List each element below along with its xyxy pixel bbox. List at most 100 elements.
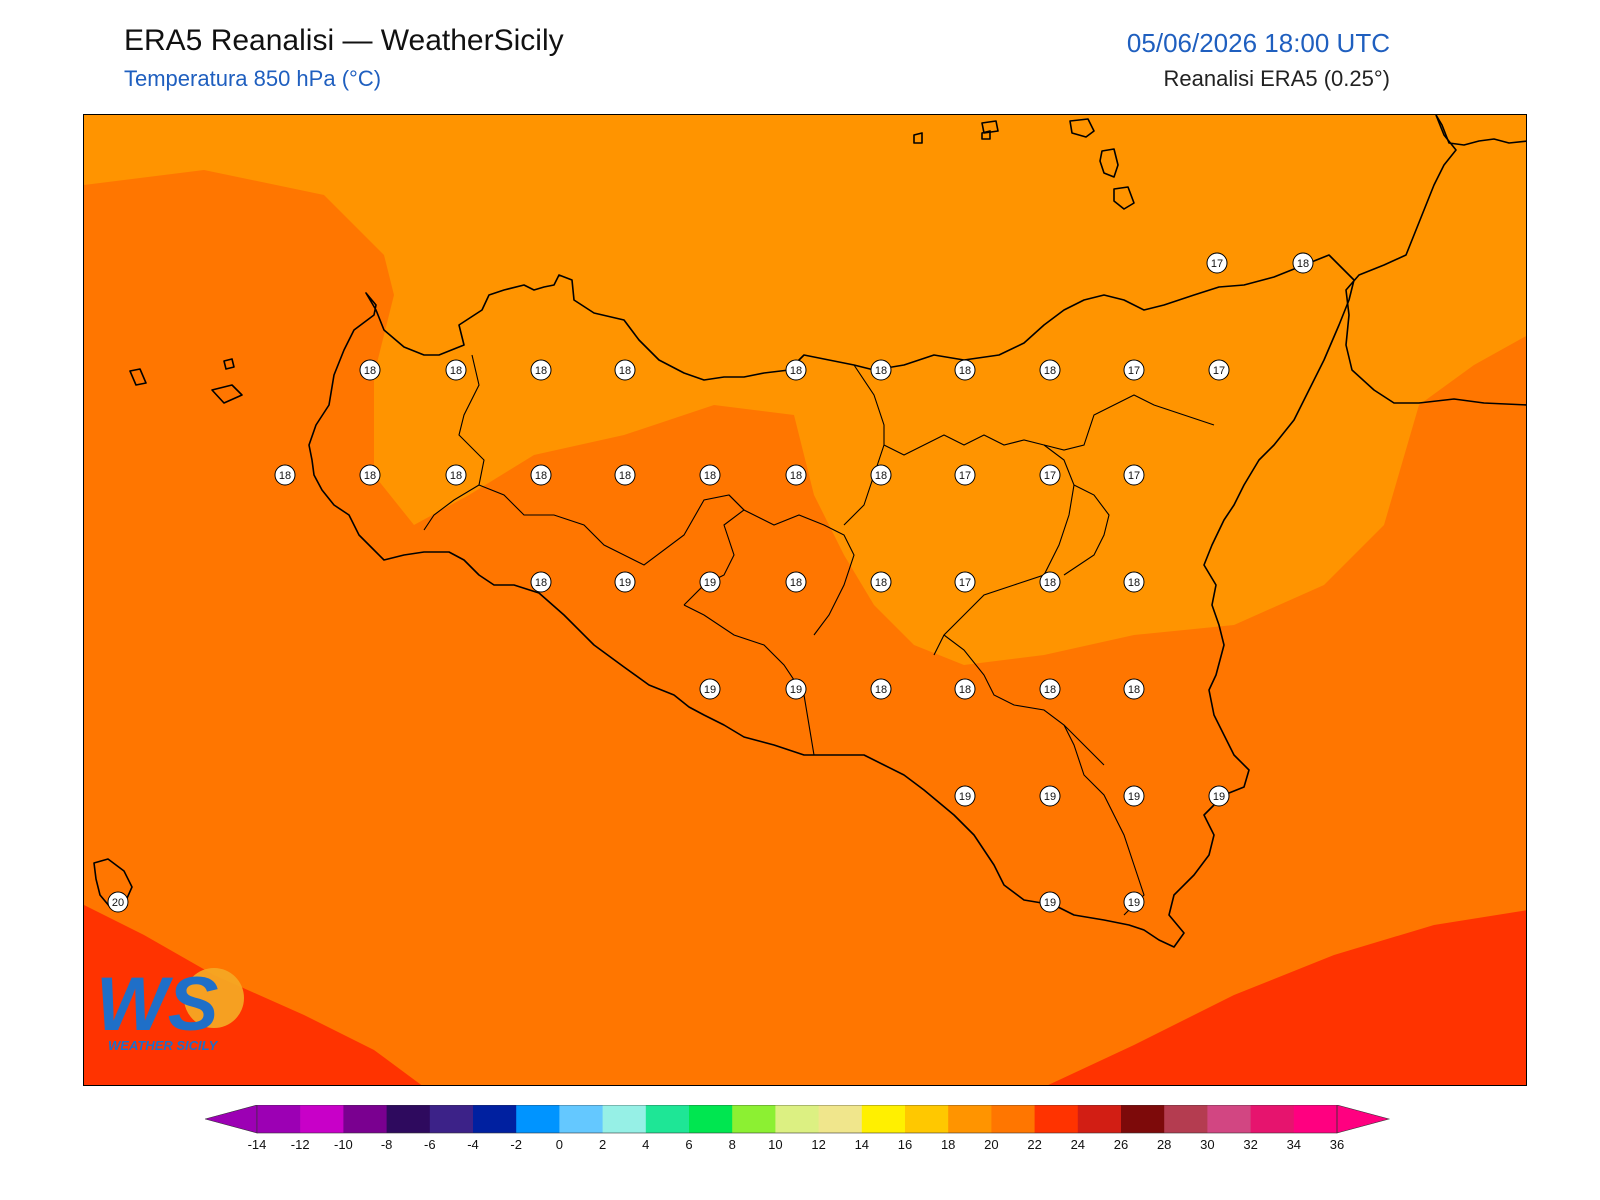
colorbar-tick-label: 0 [556,1137,563,1152]
temperature-band-16-18 [84,115,1526,665]
calabria-coast-north [1435,115,1526,146]
point-value-marker [359,464,381,486]
point-value-text: 20 [112,897,124,909]
point-value-marker [1123,571,1145,593]
point-value-label: 18 [1039,678,1061,700]
point-value-marker [530,464,552,486]
colorbar-segment [559,1105,604,1133]
egadi-island-favignana [211,384,243,404]
point-value-label: 18 [614,359,636,381]
calabria-coastline [1345,115,1526,406]
point-value-label: 18 [530,359,552,381]
point-value-text: 19 [704,577,716,589]
point-value-marker [1123,785,1145,807]
point-value-marker [699,678,721,700]
point-value-text: 18 [1128,684,1140,696]
point-value-label: 18 [614,464,636,486]
point-value-marker [1039,891,1061,913]
colorbar-segment [429,1105,474,1133]
point-value-text: 19 [1128,897,1140,909]
point-value-text: 18 [619,470,631,482]
point-value-label: 18 [870,678,892,700]
point-value-label: 17 [1123,464,1145,486]
colorbar-tick-label: -4 [467,1137,479,1152]
colorbar-segment [473,1105,517,1133]
colorbar-segment [343,1105,388,1133]
egadi-island-levanzo [223,358,235,370]
point-value-text: 18 [1044,577,1056,589]
point-value-text: 18 [450,470,462,482]
colorbar-segment [1207,1105,1252,1133]
point-value-label: 18 [274,464,296,486]
point-value-text: 17 [1211,258,1223,270]
point-value-label: 19 [1039,891,1061,913]
point-value-text: 17 [1044,470,1056,482]
point-value-text: 18 [875,684,887,696]
point-value-text: 18 [535,365,547,377]
point-value-marker [107,891,129,913]
colorbar-segment [645,1105,690,1133]
point-value-labels: 17 18 18 18 18 18 18 18 18 18 17 17 18 18 18 18 18 18 18 18… [107,252,1314,913]
colorbar-tick-label: -12 [291,1137,310,1152]
point-value-text: 18 [790,365,802,377]
point-value-label: 19 [1123,785,1145,807]
point-value-marker [954,359,976,381]
point-value-text: 18 [619,365,631,377]
point-value-text: 18 [450,365,462,377]
point-value-marker [699,571,721,593]
point-value-text: 19 [1044,897,1056,909]
point-value-marker [614,464,636,486]
point-value-label: 18 [1039,359,1061,381]
point-value-marker [359,359,381,381]
point-value-label: 19 [1208,785,1230,807]
point-value-label: 18 [1039,571,1061,593]
point-value-label: 18 [445,464,467,486]
egadi-island-marettimo [129,368,147,386]
colorbar-frame [256,1104,1338,1134]
point-value-marker [1039,359,1061,381]
colorbar-tick-label: 12 [811,1137,825,1152]
colorbar-tick-label: 2 [599,1137,606,1152]
point-value-text: 17 [1128,470,1140,482]
point-value-marker [870,464,892,486]
point-value-marker [614,359,636,381]
point-value-marker [785,359,807,381]
point-value-marker [445,359,467,381]
temperature-map: 17 18 18 18 18 18 18 18 18 18 17 17 18 18 18 18 18 18 18 18… [83,114,1527,1086]
colorbar-segment [257,1105,301,1133]
point-value-marker [870,359,892,381]
point-value-text: 18 [959,684,971,696]
colorbar-segment [602,1105,647,1133]
colorbar-tick-label: 22 [1027,1137,1041,1152]
point-value-marker [954,571,976,593]
point-value-marker [614,571,636,593]
point-value-text: 18 [704,470,716,482]
point-value-label: 18 [530,571,552,593]
point-value-marker [1206,252,1228,274]
colorbar-tick-label: 30 [1200,1137,1214,1152]
point-value-label: 17 [1039,464,1061,486]
colorbar-tick-label: 20 [984,1137,998,1152]
province-borders [423,354,1215,916]
point-value-marker [870,571,892,593]
point-value-text: 17 [959,470,971,482]
point-value-label: 19 [1123,891,1145,913]
colorbar-segment [1293,1105,1338,1133]
aeolian-island-alicudi [913,132,923,144]
point-value-text: 18 [790,577,802,589]
colorbar-segment [775,1105,820,1133]
point-value-text: 18 [279,470,291,482]
point-value-text: 18 [535,470,547,482]
point-value-label: 18 [954,359,976,381]
colorbar-tick-label: 8 [729,1137,736,1152]
point-value-text: 19 [1044,791,1056,803]
colorbar-segment [1034,1105,1079,1133]
point-value-text: 17 [1213,365,1225,377]
point-value-text: 18 [875,577,887,589]
valid-datetime: 05/06/2026 18:00 UTC [1126,28,1390,58]
colorbar-tick-label: 14 [855,1137,869,1152]
colorbar-tick-label: 26 [1114,1137,1128,1152]
colorbar-over-triangle [1336,1104,1391,1134]
point-value-marker [785,678,807,700]
point-value-marker [1039,571,1061,593]
